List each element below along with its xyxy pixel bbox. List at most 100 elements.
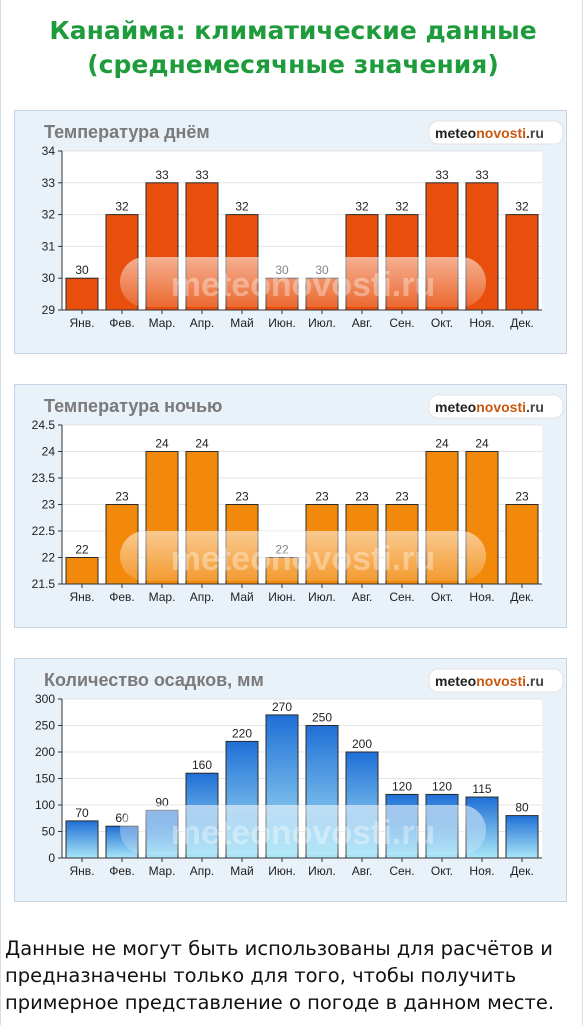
- bar-value-label: 33: [435, 168, 449, 182]
- y-tick-label: 250: [35, 719, 55, 733]
- y-tick-label: 22: [42, 551, 56, 565]
- x-tick-label: Июл.: [308, 590, 336, 604]
- x-tick-label: Май: [230, 864, 254, 878]
- x-tick-label: Фев.: [109, 864, 135, 878]
- bar-value-label: 220: [232, 726, 252, 740]
- brand-logo-part: meteo: [435, 673, 476, 689]
- bar-value-label: 32: [235, 200, 249, 214]
- brand-logo-part: meteo: [435, 125, 476, 141]
- bar-value-label: 32: [395, 200, 409, 214]
- bar-value-label: 250: [312, 711, 332, 725]
- chart-title: Температура ночью: [44, 396, 222, 416]
- bar: [65, 557, 99, 585]
- x-tick-label: Авг.: [352, 316, 373, 330]
- bar-value-label: 23: [395, 490, 409, 504]
- precipitation-chart: Количество осадков, мм meteonovosti.ru 0 50…: [35, 668, 564, 878]
- x-tick-label: Дек.: [510, 316, 533, 330]
- x-tick-label: Мар.: [149, 316, 176, 330]
- brand-logo-part: novosti: [476, 673, 526, 689]
- y-tick-label: 33: [42, 176, 56, 190]
- x-tick-label: Сен.: [389, 864, 414, 878]
- brand-logo-part: .ru: [526, 399, 544, 415]
- brand-logo-part: .ru: [526, 125, 544, 141]
- bar-value-label: 32: [115, 200, 129, 214]
- x-tick-label: Июн.: [268, 316, 296, 330]
- bar-value-label: 32: [355, 200, 369, 214]
- brand-logo: meteonovosti.ru: [435, 673, 544, 689]
- y-tick-label: 30: [42, 271, 56, 285]
- bar-value-label: 30: [75, 263, 89, 277]
- night-temperature-chart-panel: Температура ночью meteonovosti.ru 21.5 22 22…: [14, 384, 567, 628]
- bar: [65, 820, 99, 859]
- x-tick-label: Июн.: [268, 590, 296, 604]
- bar-value-label: 22: [75, 543, 89, 557]
- x-tick-label: Авг.: [352, 864, 373, 878]
- x-tick-label: Ноя.: [469, 590, 494, 604]
- brand-badge: [428, 394, 564, 419]
- bar-value-label: 24: [435, 437, 449, 451]
- x-tick-label: Апр.: [190, 316, 215, 330]
- y-tick-label: 300: [35, 692, 55, 706]
- y-tick-label: 29: [42, 303, 56, 317]
- y-tick-label: 21.5: [32, 577, 56, 591]
- x-tick-label: Апр.: [190, 590, 215, 604]
- x-tick-label: Мар.: [149, 590, 176, 604]
- y-tick-label: 32: [42, 208, 56, 222]
- brand-logo-part: .ru: [526, 673, 544, 689]
- bar-value-label: 200: [352, 737, 372, 751]
- x-tick-label: Дек.: [510, 864, 533, 878]
- brand-logo-part: meteo: [435, 399, 476, 415]
- y-tick-label: 24: [42, 445, 56, 459]
- y-tick-label: 200: [35, 745, 55, 759]
- bar-value-label: 23: [315, 490, 329, 504]
- chart-title: Количество осадков, мм: [44, 670, 264, 690]
- y-tick-label: 24.5: [32, 418, 56, 432]
- watermark-pill: [120, 805, 486, 855]
- bar-value-label: 120: [392, 779, 412, 793]
- brand-badge: [428, 668, 564, 693]
- day-temperature-chart: Температура днём meteonovosti.ru 29 30 31 32 3…: [42, 120, 564, 330]
- bar: [505, 815, 539, 859]
- bar-value-label: 23: [115, 490, 129, 504]
- watermark-text: meteonovosti.ru: [171, 266, 435, 304]
- bar-value-label: 24: [475, 437, 489, 451]
- x-tick-label: Июл.: [308, 316, 336, 330]
- bar-value-label: 80: [515, 801, 529, 815]
- bar: [505, 504, 539, 585]
- left-frame-line: [0, 0, 1, 1025]
- bar-value-label: 24: [155, 437, 169, 451]
- bar-value-label: 70: [75, 806, 89, 820]
- precipitation-chart-panel: Количество осадков, мм meteonovosti.ru 0 50…: [14, 658, 567, 902]
- x-tick-label: Ноя.: [469, 864, 494, 878]
- brand-logo-part: novosti: [476, 399, 526, 415]
- bar-value-label: 270: [272, 700, 292, 714]
- bar-value-label: 33: [195, 168, 209, 182]
- bar-value-label: 115: [472, 782, 491, 796]
- x-tick-label: Окт.: [431, 864, 453, 878]
- bar-value-label: 160: [192, 758, 212, 772]
- brand-badge: [428, 120, 564, 145]
- watermark-text: meteonovosti.ru: [171, 814, 435, 852]
- day-temperature-chart-panel: Температура днём meteonovosti.ru 29 30 31 32 3…: [14, 110, 567, 354]
- x-tick-label: Окт.: [431, 590, 453, 604]
- x-tick-label: Янв.: [69, 864, 94, 878]
- x-tick-label: Дек.: [510, 590, 533, 604]
- x-tick-label: Май: [230, 590, 254, 604]
- x-tick-label: Янв.: [69, 590, 94, 604]
- y-tick-label: 31: [42, 239, 56, 253]
- y-tick-label: 150: [35, 772, 55, 786]
- y-tick-label: 22.5: [32, 524, 56, 538]
- watermark-pill: [120, 257, 486, 307]
- x-tick-label: Окт.: [431, 316, 453, 330]
- bar: [65, 277, 99, 311]
- x-tick-label: Апр.: [190, 864, 215, 878]
- brand-logo-part: novosti: [476, 125, 526, 141]
- chart-title: Температура днём: [44, 122, 210, 142]
- x-tick-label: Фев.: [109, 316, 135, 330]
- x-tick-label: Сен.: [389, 590, 414, 604]
- bar: [505, 214, 539, 311]
- bar-value-label: 33: [475, 168, 489, 182]
- y-tick-label: 23.5: [32, 471, 56, 485]
- y-tick-label: 50: [42, 825, 56, 839]
- x-tick-label: Июн.: [268, 864, 296, 878]
